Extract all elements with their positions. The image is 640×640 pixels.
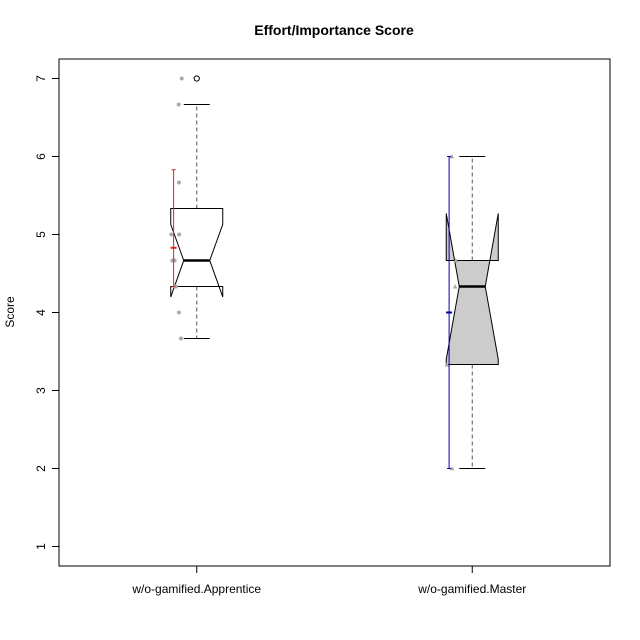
y-tick-label: 5 (34, 231, 48, 238)
group-1 (169, 75, 224, 341)
data-point (176, 310, 181, 315)
x-tick-label: w/o-gamified.Master (417, 582, 526, 596)
data-point (176, 102, 181, 107)
outlier-point (193, 75, 200, 82)
y-tick-label: 7 (34, 75, 48, 82)
data-point (452, 284, 458, 289)
y-tick-label: 3 (34, 387, 48, 394)
group-2 (444, 154, 499, 471)
data-point (177, 232, 182, 237)
y-tick-label: 2 (34, 465, 48, 472)
plot-frame (58, 58, 611, 567)
y-tick-label: 1 (34, 543, 48, 550)
notched-box (170, 208, 224, 298)
x-tick-label: w/o-gamified.Apprentice (131, 582, 261, 596)
data-point (449, 154, 455, 159)
data-point (176, 180, 181, 185)
data-point (449, 466, 455, 471)
x-axis: w/o-gamified.Apprentice w/o-gamified.Mast… (131, 566, 526, 596)
data-point (453, 258, 459, 263)
plot-area (169, 75, 499, 471)
y-axis-label: Score (3, 296, 17, 328)
data-point (169, 232, 174, 237)
data-point (179, 336, 184, 341)
data-point (444, 362, 450, 367)
y-tick-label: 6 (34, 153, 48, 160)
y-tick-label: 4 (34, 309, 48, 316)
chart-title: Effort/Importance Score (254, 22, 414, 38)
data-point (179, 76, 184, 81)
data-point (173, 284, 178, 289)
y-axis: 1 2 3 4 5 6 7 (34, 75, 59, 550)
